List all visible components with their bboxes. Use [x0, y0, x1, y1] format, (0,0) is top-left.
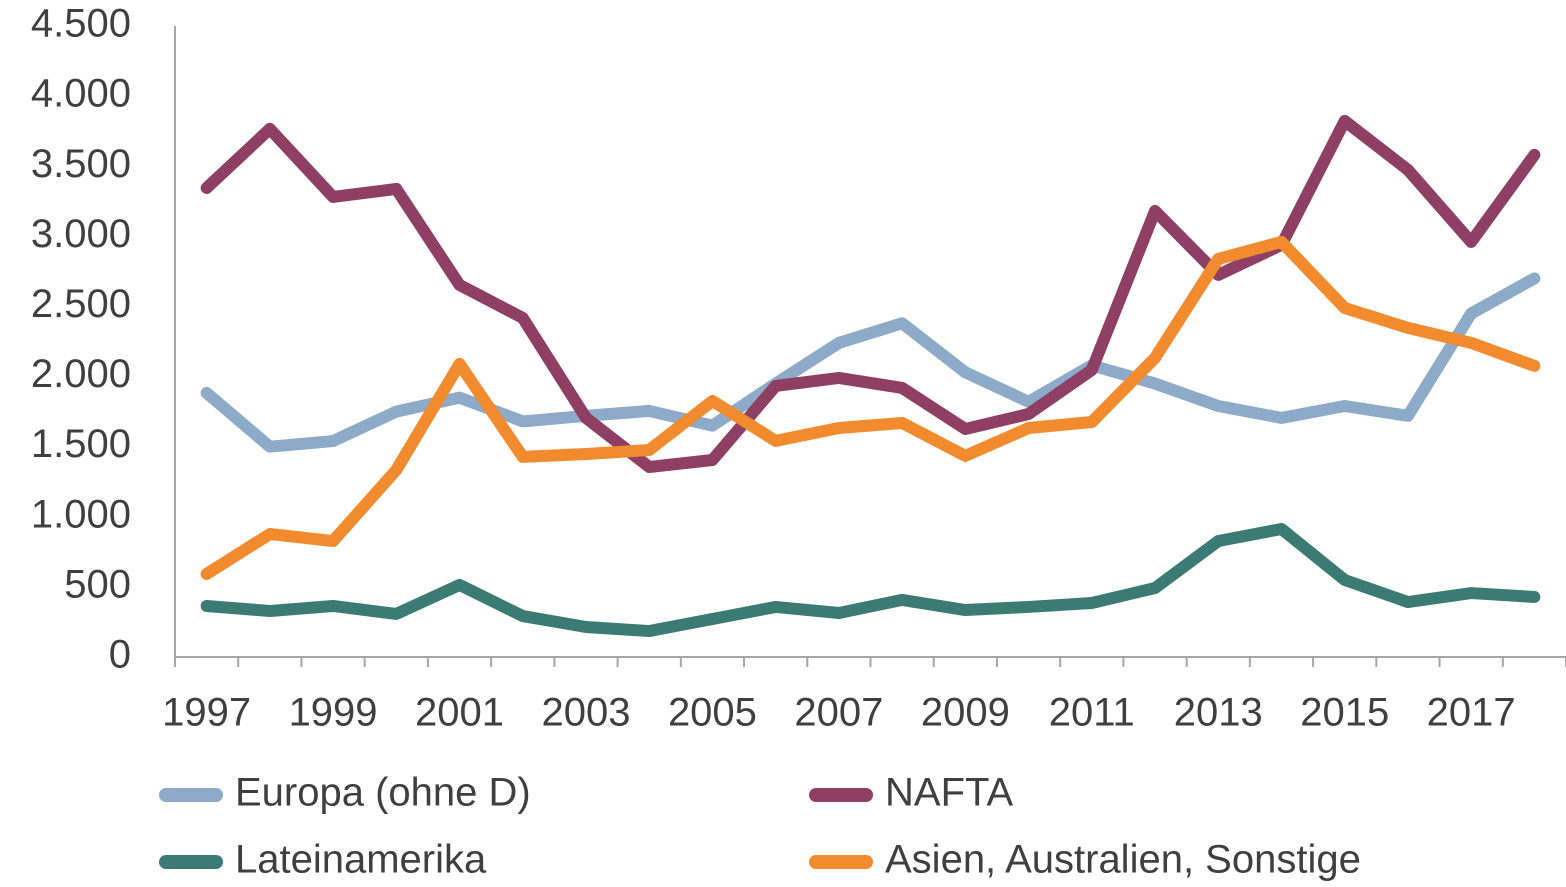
- x-tick-label: 2003: [541, 691, 630, 735]
- x-tick-label: 2009: [921, 691, 1010, 735]
- y-tick-label: 3.500: [31, 142, 131, 186]
- x-tick-label: 2017: [1427, 691, 1516, 735]
- y-tick-label: 2.500: [31, 282, 131, 326]
- y-tick-label: 500: [64, 562, 131, 606]
- y-tick-label: 4.500: [31, 2, 131, 46]
- y-tick-label: 4.000: [31, 72, 131, 116]
- x-tick-label: 2007: [794, 691, 883, 735]
- x-tick-label: 2013: [1174, 691, 1263, 735]
- x-tick-label: 1997: [162, 691, 251, 735]
- x-tick-label: 2011: [1049, 691, 1135, 735]
- legend-label: Lateinamerika: [235, 838, 487, 882]
- x-tick-label: 1999: [289, 691, 378, 735]
- y-tick-label: 0: [109, 633, 131, 677]
- legend-label: NAFTA: [885, 771, 1013, 815]
- legend-label: Europa (ohne D): [235, 771, 531, 815]
- series-line: [200, 235, 1541, 580]
- legend-label: Asien, Australien, Sonstige: [885, 838, 1361, 882]
- series-line: [200, 522, 1541, 638]
- x-tick-label: 2015: [1300, 691, 1389, 735]
- series-line: [200, 114, 1541, 473]
- x-tick-label: 2001: [415, 691, 504, 735]
- x-tick-label: 2005: [668, 691, 757, 735]
- y-tick-label: 1.500: [31, 422, 131, 466]
- y-tick-label: 3.000: [31, 212, 131, 256]
- y-tick-label: 1.000: [31, 492, 131, 536]
- series-line: [200, 272, 1541, 453]
- y-tick-label: 2.000: [31, 352, 131, 396]
